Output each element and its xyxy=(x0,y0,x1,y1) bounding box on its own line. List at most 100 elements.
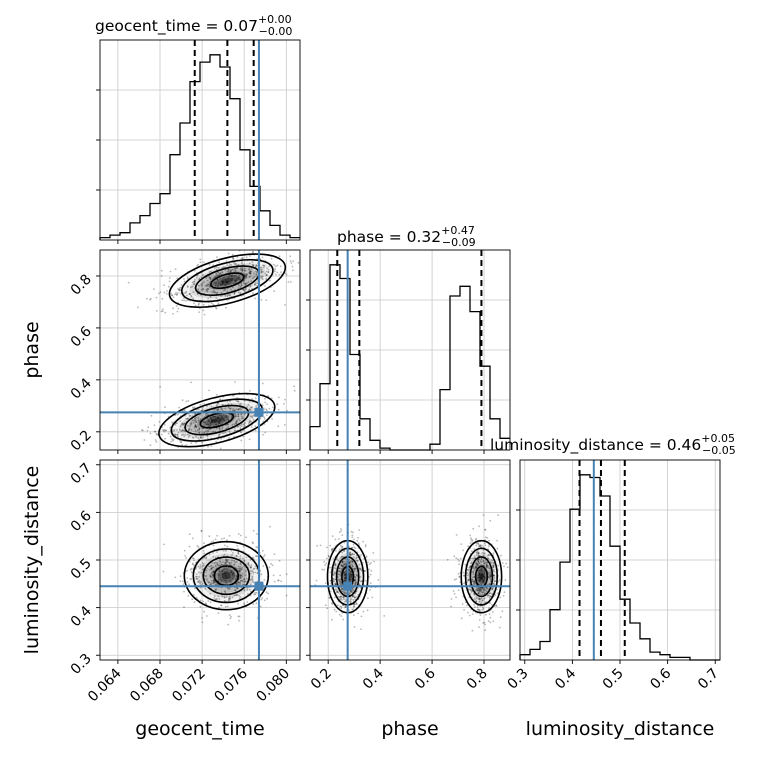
sample-point xyxy=(220,420,223,423)
sample-point xyxy=(233,435,236,438)
sample-point xyxy=(345,563,347,566)
sample-point xyxy=(238,408,241,411)
sample-point xyxy=(239,573,242,576)
sample-point xyxy=(503,591,506,594)
sample-point xyxy=(239,576,241,578)
sample-point xyxy=(262,565,265,567)
sample-point xyxy=(229,586,231,589)
sample-point xyxy=(252,542,255,545)
sample-point xyxy=(209,428,212,430)
sample-point xyxy=(478,574,480,577)
sample-point xyxy=(241,256,244,259)
y-tick-label: 0.4 xyxy=(68,603,95,630)
sample-point xyxy=(212,283,214,286)
tick-marks xyxy=(96,89,716,664)
sample-point xyxy=(226,281,229,284)
sample-point xyxy=(481,587,484,590)
sample-point xyxy=(471,613,474,615)
sample-point xyxy=(247,561,250,564)
sample-point xyxy=(235,277,238,280)
sample-point xyxy=(220,415,223,417)
sample-point xyxy=(260,271,263,273)
sample-point xyxy=(482,622,484,624)
sample-point xyxy=(215,408,218,411)
sample-point xyxy=(221,409,224,412)
sample-point xyxy=(216,292,219,294)
sample-point xyxy=(328,596,331,599)
sample-point xyxy=(369,589,372,591)
sample-point xyxy=(243,422,246,425)
sample-point xyxy=(235,583,238,585)
sample-point xyxy=(260,275,262,278)
sample-point xyxy=(344,606,347,608)
sample-point xyxy=(208,389,211,392)
sample-point xyxy=(225,560,228,562)
sample-point xyxy=(211,421,214,424)
sample-point xyxy=(149,444,152,447)
sample-point xyxy=(217,283,220,285)
sample-point xyxy=(197,565,200,568)
sample-point xyxy=(488,554,490,556)
sample-point xyxy=(202,600,204,603)
sample-point xyxy=(464,563,467,566)
sample-point xyxy=(234,570,236,572)
sample-point xyxy=(199,419,202,422)
sample-point xyxy=(181,422,184,425)
sample-point xyxy=(234,279,237,281)
sample-point xyxy=(232,552,234,554)
sample-point xyxy=(205,284,208,287)
sample-point xyxy=(468,566,471,569)
sample-point xyxy=(473,569,476,571)
sample-point xyxy=(477,570,480,572)
sample-point xyxy=(163,430,166,433)
sample-point xyxy=(214,282,217,285)
sample-point xyxy=(212,579,215,582)
sample-point xyxy=(229,576,232,579)
sample-point xyxy=(481,599,484,602)
sample-point xyxy=(212,566,215,569)
sample-point xyxy=(228,595,231,598)
sample-point xyxy=(231,423,234,426)
sample-point xyxy=(193,280,196,283)
sample-point xyxy=(202,309,205,312)
sample-point xyxy=(187,400,190,402)
sample-point xyxy=(198,311,201,313)
sample-point xyxy=(162,570,165,573)
sample-point xyxy=(269,279,271,282)
sample-point xyxy=(348,576,351,579)
sample-point xyxy=(182,583,185,585)
sample-point xyxy=(227,280,230,283)
sample-point xyxy=(480,574,483,576)
sample-point xyxy=(497,564,500,567)
sample-point xyxy=(235,594,238,597)
sample-point xyxy=(162,429,165,432)
x-tick-label: 0.4 xyxy=(552,665,579,692)
sample-point xyxy=(206,434,209,437)
sample-point xyxy=(356,539,359,542)
sample-point xyxy=(153,430,156,433)
sample-point xyxy=(338,596,341,599)
sample-point xyxy=(220,413,223,416)
sample-point xyxy=(179,425,182,428)
sample-point xyxy=(491,566,494,569)
sample-point xyxy=(355,556,358,559)
sample-point xyxy=(174,268,177,270)
sample-point xyxy=(226,416,228,419)
sample-point xyxy=(241,269,243,271)
sample-point xyxy=(225,562,228,565)
sample-point xyxy=(241,579,244,582)
sample-point xyxy=(216,534,219,537)
sample-point xyxy=(484,592,486,595)
sample-point xyxy=(477,543,480,546)
sample-point xyxy=(277,425,280,428)
sample-point xyxy=(209,574,211,577)
sample-point xyxy=(344,573,347,576)
sample-point xyxy=(473,580,475,582)
sample-point xyxy=(340,564,343,566)
sample-point xyxy=(255,405,257,408)
sample-point xyxy=(250,564,253,567)
sample-point xyxy=(225,416,228,418)
sample-point xyxy=(240,281,243,284)
sample-point xyxy=(355,603,358,606)
sample-point xyxy=(186,577,189,579)
